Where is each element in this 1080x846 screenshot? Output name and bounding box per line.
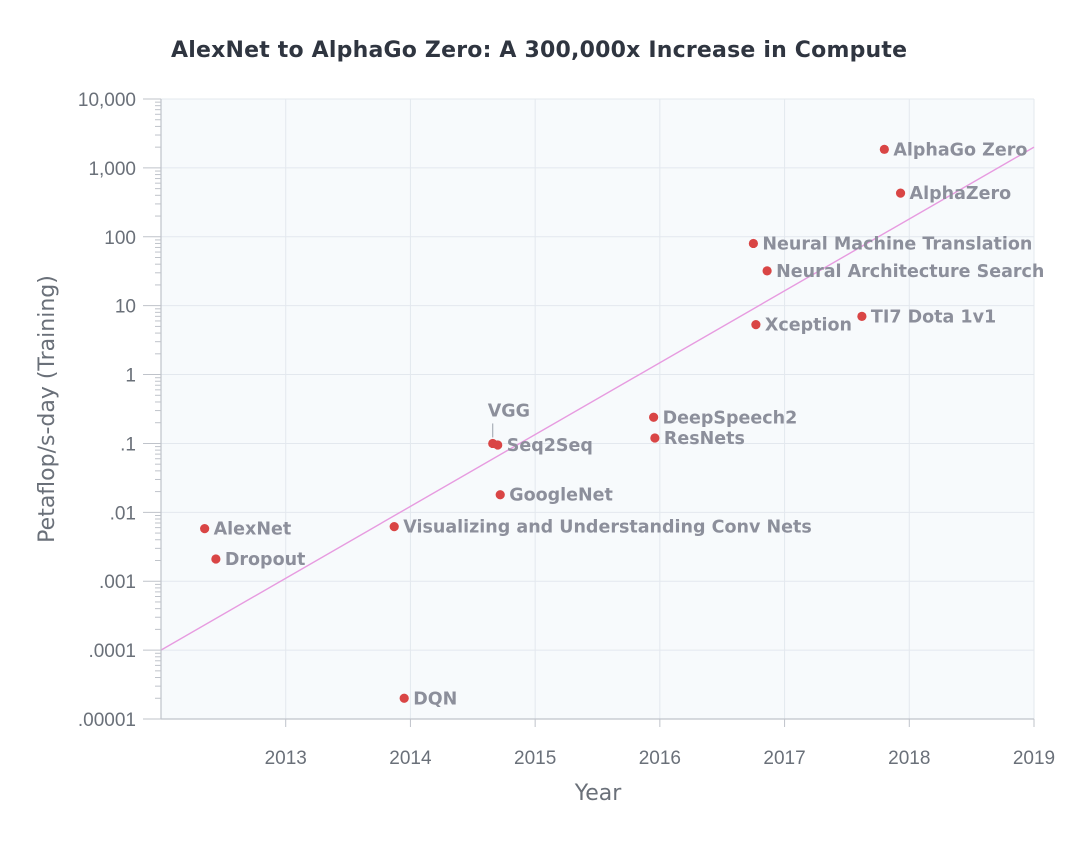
point-label: AlexNet: [214, 520, 292, 540]
data-point: [389, 522, 399, 532]
data-point: [650, 433, 660, 443]
data-point: [748, 238, 758, 249]
y-tick-label: .0001: [88, 641, 136, 662]
data-point: [751, 320, 761, 330]
point-label: Neural Machine Translation: [762, 234, 1032, 254]
point-label: Visualizing and Understanding Conv Nets: [403, 518, 812, 538]
x-tick-label: 2017: [763, 748, 805, 769]
data-point: [200, 524, 210, 534]
x-axis-title: Year: [574, 781, 623, 806]
chart-title: AlexNet to AlphaGo Zero: A 300,000x Incr…: [171, 38, 908, 63]
y-tick-label: .01: [110, 503, 136, 524]
y-tick-labels: .00001 .0001 .001 .01 .1 1 10 100 1,000 10,000: [78, 90, 161, 731]
data-point: [762, 266, 772, 276]
y-tick-label: .1: [120, 434, 136, 455]
data-point: [493, 440, 503, 450]
y-tick-label: 1,000: [88, 159, 136, 180]
y-tick-label: 100: [104, 228, 136, 249]
y-tick-label: 10: [115, 297, 136, 318]
trend-line: [160, 146, 1035, 651]
data-point: [879, 144, 889, 154]
data-point: [857, 311, 867, 321]
y-tick-label: .001: [99, 572, 136, 593]
point-label: DeepSpeech2: [663, 408, 798, 428]
y-axis-title: Petaflop/s-day (Training): [35, 275, 60, 543]
x-tick-label: 2016: [639, 748, 681, 769]
point-label: Dropout: [225, 550, 306, 570]
y-tick-label: .00001: [78, 710, 136, 731]
x-tick-label: 2019: [1013, 748, 1055, 769]
data-points: AlexNet Dropout DQN Visualizing and Underst…: [200, 140, 1044, 709]
x-tick-label: 2015: [514, 748, 556, 769]
data-point: [211, 554, 221, 564]
plot-background: [161, 99, 1034, 719]
axes: [160, 99, 1034, 720]
data-point: [495, 490, 505, 500]
point-label: AlphaGo Zero: [893, 140, 1027, 160]
point-label: DQN: [413, 689, 457, 709]
x-tick-label: 2013: [265, 748, 307, 769]
point-label: Neural Architecture Search: [776, 262, 1044, 282]
point-label: ResNets: [664, 429, 745, 449]
point-label: Seq2Seq: [507, 436, 593, 456]
x-tick-labels: 2013 2014 2015 2016 2017 2018 2019: [265, 719, 1055, 769]
data-point: [895, 188, 906, 198]
data-point: [649, 412, 659, 422]
x-tick-label: 2014: [389, 748, 432, 769]
point-label: TI7 Dota 1v1: [871, 307, 996, 327]
point-label: AlphaZero: [910, 184, 1012, 204]
point-label: VGG: [488, 401, 530, 421]
y-minor-ticks: [155, 101, 161, 699]
data-point: [399, 693, 409, 703]
point-label: GoogleNet: [509, 486, 613, 506]
x-tick-label: 2018: [888, 748, 930, 769]
y-tick-label: 1: [125, 366, 136, 387]
y-tick-label: 10,000: [78, 90, 136, 111]
point-label: Xception: [765, 316, 852, 336]
